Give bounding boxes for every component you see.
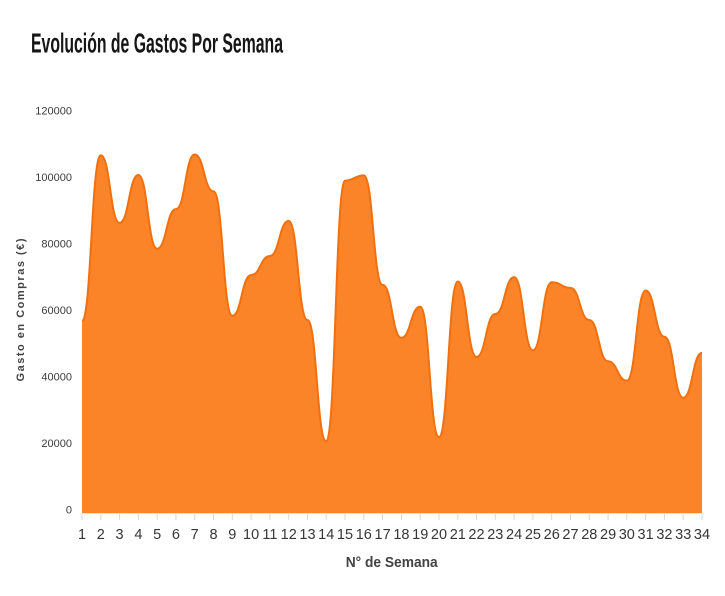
svg-text:33: 33 bbox=[675, 527, 691, 543]
svg-text:4: 4 bbox=[134, 527, 142, 543]
svg-text:34: 34 bbox=[694, 527, 710, 543]
svg-text:20: 20 bbox=[431, 527, 447, 543]
svg-text:10: 10 bbox=[243, 527, 259, 543]
svg-text:32: 32 bbox=[656, 527, 672, 543]
svg-text:80000: 80000 bbox=[41, 239, 72, 251]
svg-text:8: 8 bbox=[209, 527, 217, 543]
svg-text:28: 28 bbox=[581, 527, 597, 543]
svg-text:22: 22 bbox=[468, 527, 484, 543]
svg-text:16: 16 bbox=[356, 527, 372, 543]
svg-text:N° de Semana: N° de Semana bbox=[346, 554, 439, 571]
svg-text:1: 1 bbox=[78, 527, 86, 543]
svg-text:11: 11 bbox=[262, 527, 277, 543]
svg-text:0: 0 bbox=[66, 504, 72, 516]
svg-text:2: 2 bbox=[97, 527, 105, 543]
svg-text:20000: 20000 bbox=[41, 438, 72, 450]
svg-text:26: 26 bbox=[544, 527, 560, 543]
svg-text:120000: 120000 bbox=[35, 106, 72, 118]
svg-text:5: 5 bbox=[153, 527, 161, 543]
svg-text:Evolución de Gastos Por Semana: Evolución de Gastos Por Semana bbox=[31, 28, 283, 59]
svg-text:15: 15 bbox=[337, 527, 353, 543]
svg-text:17: 17 bbox=[375, 527, 391, 543]
svg-text:40000: 40000 bbox=[41, 371, 72, 383]
svg-text:23: 23 bbox=[487, 527, 503, 543]
svg-text:12: 12 bbox=[281, 527, 297, 543]
svg-text:7: 7 bbox=[191, 527, 199, 543]
svg-text:6: 6 bbox=[172, 527, 180, 543]
svg-text:30: 30 bbox=[619, 527, 635, 543]
svg-text:29: 29 bbox=[600, 527, 616, 543]
svg-text:18: 18 bbox=[393, 527, 409, 543]
svg-text:60000: 60000 bbox=[41, 305, 72, 317]
svg-text:Gasto en Compras (€): Gasto en Compras (€) bbox=[15, 238, 27, 381]
svg-text:9: 9 bbox=[228, 527, 236, 543]
svg-text:14: 14 bbox=[318, 527, 334, 543]
svg-text:100000: 100000 bbox=[35, 172, 72, 184]
svg-text:3: 3 bbox=[116, 527, 124, 543]
svg-text:21: 21 bbox=[450, 527, 466, 543]
svg-text:25: 25 bbox=[525, 527, 541, 543]
svg-text:24: 24 bbox=[506, 527, 522, 543]
svg-text:31: 31 bbox=[638, 527, 654, 543]
svg-text:13: 13 bbox=[299, 527, 315, 543]
svg-text:27: 27 bbox=[562, 527, 578, 543]
svg-text:19: 19 bbox=[412, 527, 428, 543]
